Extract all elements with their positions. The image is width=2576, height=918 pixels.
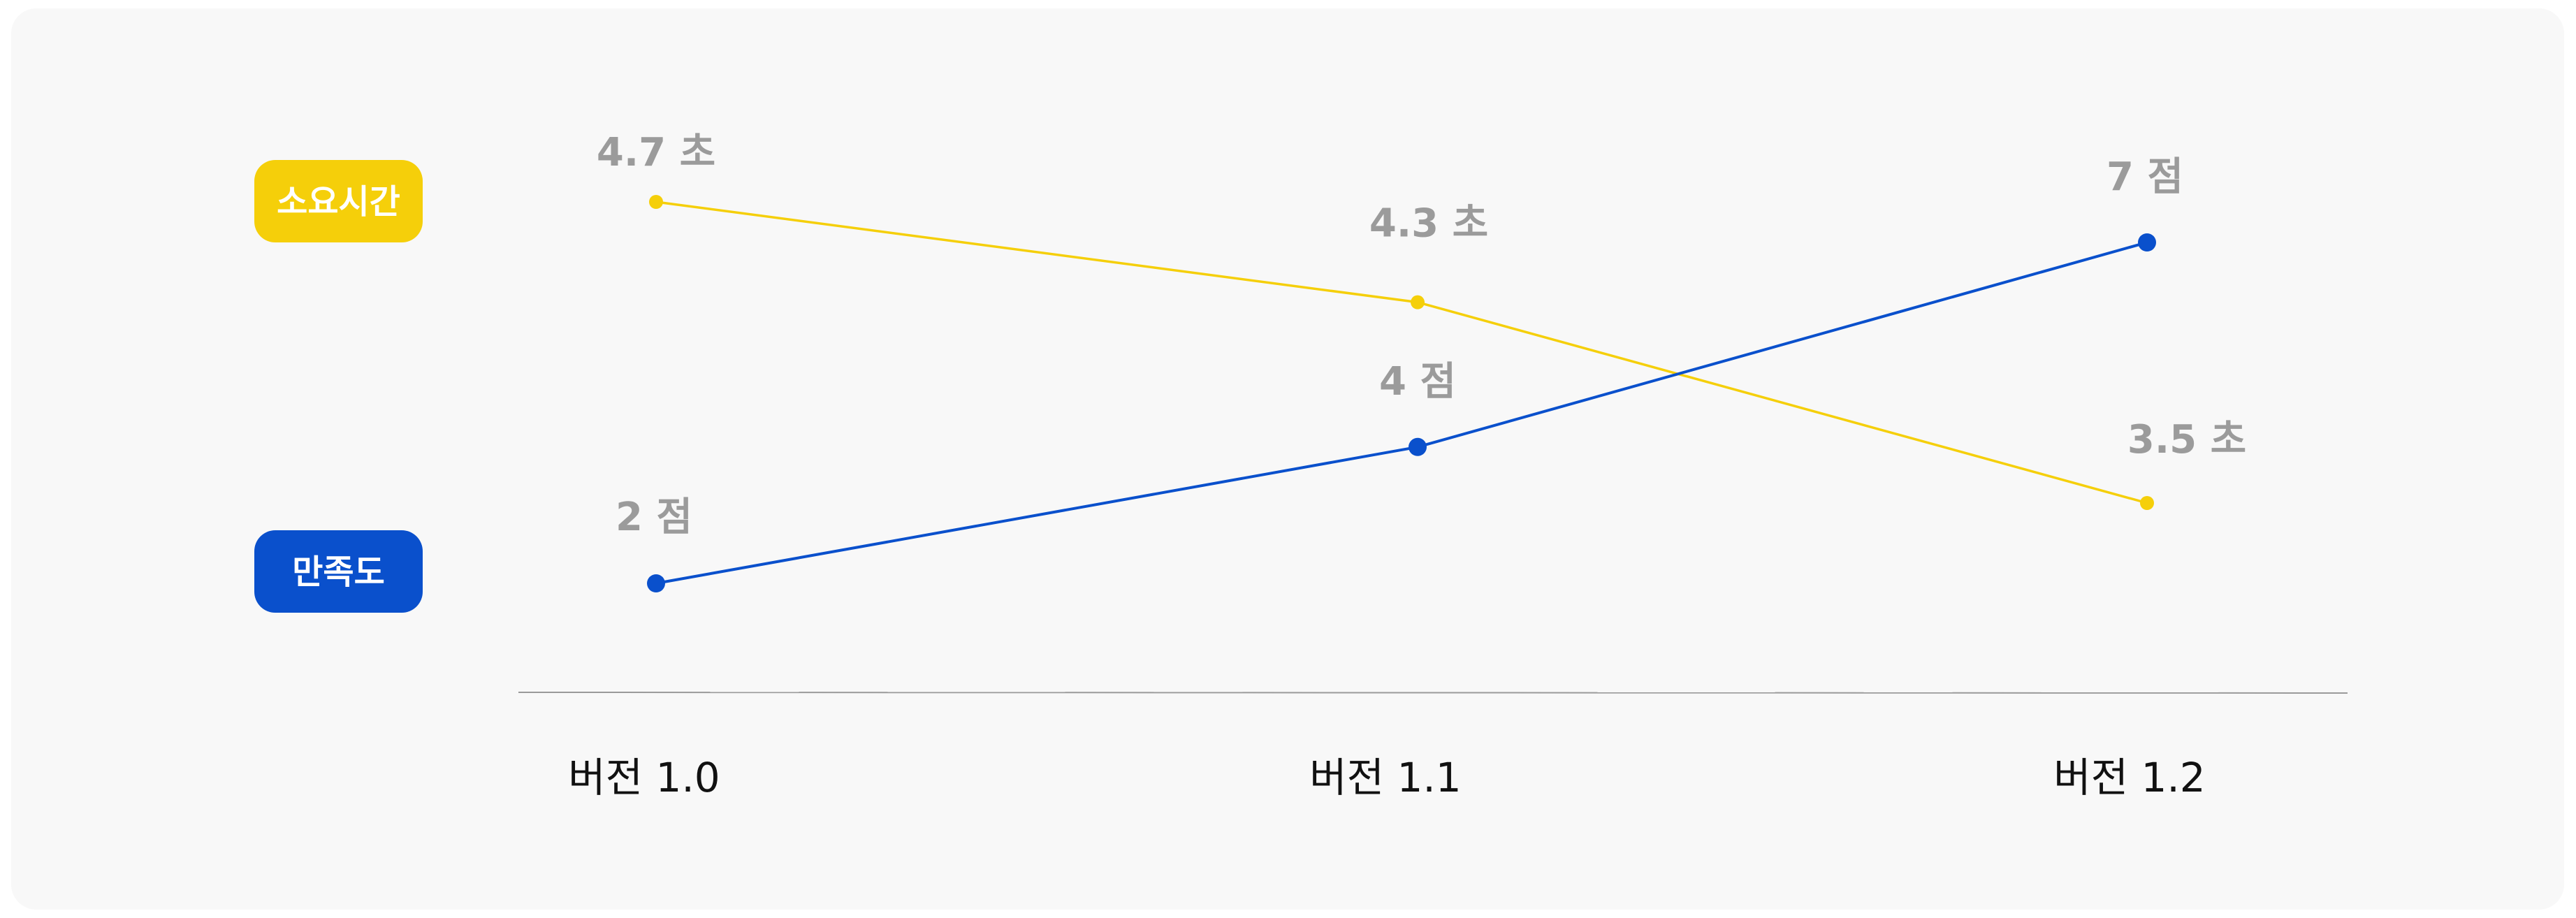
data-point: [1411, 295, 1425, 309]
data-point: [649, 195, 663, 209]
legend-label: 소요시간: [277, 182, 400, 221]
data-label: 4.7 초: [597, 130, 715, 175]
data-label: 4.3 초: [1369, 201, 1488, 247]
data-point: [1409, 437, 1427, 456]
legend-swatch: [254, 530, 423, 613]
x-tick-label: 버전 1.2: [2053, 754, 2205, 801]
x-tick-label: 버전 1.0: [568, 754, 720, 801]
legend-swatch: [254, 160, 423, 242]
data-label: 3.5 초: [2127, 417, 2246, 462]
data-label: 2 점: [616, 495, 692, 540]
data-label: 4 점: [1379, 359, 1456, 405]
series-line: [655, 201, 2148, 504]
data-point: [2138, 233, 2156, 252]
legend-item: 만족도: [254, 530, 423, 613]
x-tick-label: 버전 1.1: [1309, 754, 1461, 801]
series-line: [655, 241, 2148, 585]
x-tick-labels: 버전 1.0 버전 1.1 버전 1.2: [568, 754, 2205, 801]
legend-label: 만족도: [292, 553, 384, 592]
chart-card: [11, 8, 2564, 910]
data-label: 7 점: [2106, 154, 2183, 200]
data-point: [2140, 496, 2154, 510]
x-axis-line: [518, 692, 2348, 694]
data-point: [647, 574, 665, 592]
legend-item: 소요시간: [254, 160, 423, 242]
data-points: [647, 195, 2156, 592]
data-labels: 4.7 초 4.3 초 3.5 초 2 점 4 점 7 점: [597, 130, 2246, 540]
